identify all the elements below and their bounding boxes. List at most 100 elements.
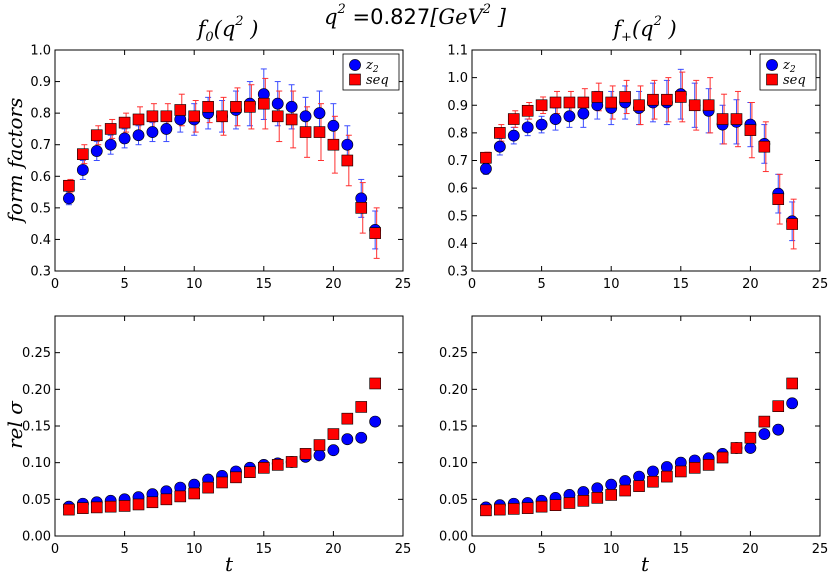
x-tick-label: 15 bbox=[673, 542, 690, 557]
z2-point bbox=[563, 110, 576, 123]
z2-point bbox=[341, 433, 354, 446]
seq-point bbox=[688, 99, 701, 112]
z2-point bbox=[535, 118, 548, 131]
y-tick-label: 0.20 bbox=[22, 383, 51, 398]
z2-point bbox=[549, 113, 562, 125]
col-title-fplus-close: ) bbox=[662, 17, 677, 41]
col-title-fplus-sub: + bbox=[621, 30, 632, 45]
seq-point bbox=[90, 501, 103, 514]
z2-point bbox=[160, 123, 173, 135]
seq-point bbox=[257, 97, 270, 110]
title-q-exponent: 2 bbox=[337, 2, 346, 17]
seq-point bbox=[591, 492, 604, 504]
z2-point bbox=[605, 478, 618, 491]
y-tick-label: 0.15 bbox=[439, 420, 468, 435]
z2-point bbox=[369, 415, 382, 428]
seq-point bbox=[77, 502, 89, 514]
seq-point bbox=[744, 124, 757, 136]
seq-point bbox=[619, 484, 631, 497]
y-tick-label: 1.1 bbox=[447, 44, 468, 59]
z2-point bbox=[63, 192, 75, 205]
seq-point bbox=[772, 400, 785, 413]
y-tick-label: 1.0 bbox=[30, 44, 51, 59]
seq-point bbox=[341, 412, 354, 425]
x-tick-label: 15 bbox=[256, 277, 273, 292]
seq-point bbox=[619, 91, 631, 103]
z2-point bbox=[271, 97, 284, 110]
seq-point bbox=[285, 456, 298, 468]
col-title-f0-sub: 0 bbox=[205, 30, 213, 45]
z2-point bbox=[647, 465, 659, 478]
panel-top-right: 0 5 10 15 20 25 0.3 0.4 0.5 0.6 0.7 0.8 0.9 1.0 1.1 z2s… bbox=[447, 44, 828, 293]
seq-point bbox=[299, 126, 312, 138]
seq-point bbox=[535, 99, 548, 112]
seq-point bbox=[244, 101, 256, 113]
y-tick-label: 0.10 bbox=[439, 456, 468, 471]
y-tick-label: 0.6 bbox=[447, 182, 468, 197]
seq-point bbox=[494, 127, 506, 139]
col-title-f0-open: (q bbox=[214, 17, 236, 41]
z2-point bbox=[507, 129, 520, 142]
seq-point bbox=[480, 504, 492, 517]
ylabel-form-factors: form factors bbox=[3, 98, 27, 225]
y-tick-label: 0.7 bbox=[30, 138, 51, 153]
seq-point bbox=[633, 99, 645, 112]
seq-point bbox=[772, 193, 785, 205]
seq-point bbox=[786, 218, 798, 230]
title-unit-close: ] bbox=[491, 5, 507, 29]
plot-frame bbox=[54, 49, 404, 272]
seq-point bbox=[647, 475, 659, 488]
legend-z2-label: z2 bbox=[782, 58, 796, 75]
y-tick-label: 0.20 bbox=[439, 383, 468, 398]
data-layer bbox=[480, 377, 799, 517]
figure-title: q2 =0.827[GeV2 ] bbox=[324, 2, 507, 29]
seq-point bbox=[730, 113, 743, 125]
col-title-fplus-main: f bbox=[611, 17, 624, 41]
x-tick-label: 20 bbox=[325, 542, 342, 557]
seq-point bbox=[63, 503, 75, 516]
seq-point bbox=[702, 99, 715, 112]
z2-point bbox=[772, 423, 785, 436]
seq-point bbox=[63, 179, 75, 192]
col-title-f0-sup: 2 bbox=[234, 14, 243, 29]
z2-point bbox=[146, 126, 159, 138]
z2-point bbox=[90, 145, 103, 157]
y-tick-label: 0.05 bbox=[22, 493, 51, 508]
seq-point bbox=[146, 110, 159, 123]
seq-point bbox=[188, 487, 200, 500]
x-tick-label: 25 bbox=[395, 277, 412, 292]
z2-point bbox=[299, 110, 312, 123]
title-unit-exponent: 2 bbox=[482, 2, 491, 17]
seq-point bbox=[605, 96, 618, 109]
x-tick-label: 25 bbox=[812, 277, 829, 292]
x-tick-label: 10 bbox=[186, 277, 203, 292]
seq-point bbox=[132, 498, 145, 511]
z2-point bbox=[104, 138, 117, 151]
seq-point bbox=[160, 110, 173, 123]
seq-point bbox=[202, 481, 214, 494]
seq-point bbox=[355, 202, 368, 214]
seq-point bbox=[744, 431, 757, 444]
data-layer bbox=[63, 68, 382, 259]
z2-point bbox=[786, 397, 799, 410]
seq-point bbox=[577, 96, 590, 109]
seq-point bbox=[674, 465, 687, 478]
seq-point bbox=[661, 470, 673, 483]
x-tick-label: 5 bbox=[537, 277, 545, 292]
xlabel-t-right: t bbox=[641, 552, 650, 573]
seq-point bbox=[369, 377, 381, 390]
y-tick-label: 0.8 bbox=[447, 126, 468, 141]
z2-point bbox=[327, 119, 340, 132]
data-layer bbox=[63, 377, 382, 516]
panel-bottom-left: 0 5 10 15 20 25 0.00 0.05 0.10 0.15 0.20 0.25 bbox=[22, 315, 411, 557]
seq-point bbox=[521, 502, 534, 514]
seq-point bbox=[494, 503, 506, 516]
seq-point bbox=[271, 459, 284, 471]
y-tick-label: 0.3 bbox=[447, 265, 468, 280]
z2-point bbox=[313, 449, 326, 462]
seq-point bbox=[674, 91, 687, 103]
seq-point bbox=[605, 489, 618, 501]
seq-point bbox=[341, 154, 354, 167]
